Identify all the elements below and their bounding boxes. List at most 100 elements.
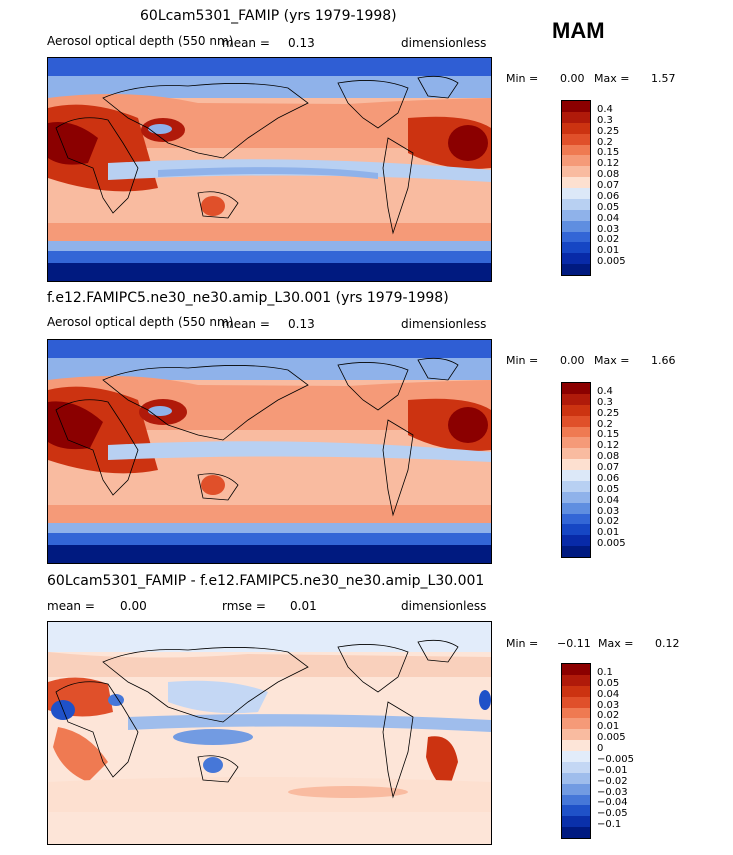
panel3-colorbar — [561, 663, 591, 839]
colorbar-level-label: −0.005 — [597, 753, 635, 765]
colorbar-level-label: 0.06 — [597, 472, 620, 484]
colorbar-level-label: 0.05 — [597, 483, 620, 495]
colorbar-level-label: 0.005 — [597, 732, 626, 744]
colorbar-swatch — [562, 264, 590, 275]
colorbar-swatch — [562, 513, 590, 525]
colorbar-swatch — [562, 491, 590, 503]
colorbar-swatch — [562, 242, 590, 254]
panel1-min-value: 0.00 — [560, 72, 585, 85]
colorbar-level-label: 0.005 — [597, 538, 626, 550]
colorbar-swatch — [562, 383, 590, 394]
colorbar-level-label: 0.2 — [597, 136, 613, 148]
colorbar-swatch — [562, 674, 590, 686]
colorbar-level-label: 0.3 — [597, 114, 613, 126]
colorbar-level-label: 0.07 — [597, 180, 620, 191]
colorbar-level-label: −0.02 — [597, 775, 628, 787]
colorbar-level-label: 0.04 — [597, 688, 620, 700]
colorbar-level-label: 0.1 — [597, 666, 613, 678]
p3-pos-anomaly — [426, 736, 458, 792]
p1-coastlines — [55, 75, 459, 235]
panel2-map — [47, 339, 492, 564]
colorbar-swatch — [562, 448, 590, 460]
colorbar-level-label: 0.02 — [597, 710, 620, 722]
colorbar-level-label: 0.08 — [597, 169, 620, 181]
colorbar-swatch — [562, 805, 590, 817]
colorbar-swatch — [562, 751, 590, 762]
panel3-rmse-value: 0.01 — [290, 599, 317, 613]
colorbar-swatch — [562, 480, 590, 492]
panel2-max-label: Max = — [594, 354, 630, 367]
panel2-mean-value: 0.13 — [288, 317, 315, 331]
colorbar-swatch — [562, 253, 590, 265]
panel3-mean-label: mean = — [47, 599, 95, 613]
colorbar-level-label: 0.03 — [597, 223, 620, 235]
colorbar-swatch — [562, 155, 590, 167]
panel2-title: f.e12.FAMIPC5.ne30_ne30.amip_L30.001 (yr… — [47, 290, 449, 306]
panel3-rmse-label: rmse = — [222, 599, 266, 613]
colorbar-level-label: −0.01 — [597, 764, 628, 776]
colorbar-level-label: 0.4 — [597, 103, 613, 115]
panel1-mean-label: mean = — [222, 36, 270, 50]
panel2-units: dimensionless — [401, 317, 487, 331]
colorbar-swatch — [562, 188, 590, 199]
panel1-mean-value: 0.13 — [288, 36, 315, 50]
panel3-max-value: 0.12 — [655, 637, 680, 650]
colorbar-level-label: 0.25 — [597, 125, 620, 137]
colorbar-swatch — [562, 111, 590, 123]
colorbar-level-label: 0.01 — [597, 721, 620, 733]
colorbar-swatch — [562, 209, 590, 221]
colorbar-swatch — [562, 101, 590, 112]
panel3-map-svg — [48, 622, 491, 844]
panel1-title: 60Lcam5301_FAMIP (yrs 1979-1998) — [140, 8, 397, 24]
colorbar-swatch — [562, 502, 590, 514]
colorbar-level-label: 0.08 — [597, 451, 620, 463]
panel1-min-label: Min = — [506, 72, 539, 85]
colorbar-swatch — [562, 783, 590, 795]
panel3-units: dimensionless — [401, 599, 487, 613]
colorbar-level-label: −0.04 — [597, 797, 628, 809]
colorbar-swatch — [562, 696, 590, 708]
colorbar-level-label: 0.15 — [597, 147, 620, 159]
panel2-mean-label: mean = — [222, 317, 270, 331]
p2-coastlines — [55, 357, 459, 517]
colorbar-swatch — [562, 761, 590, 773]
season-label: MAM — [552, 18, 605, 43]
colorbar-level-label: 0 — [597, 743, 604, 754]
panel1-max-value: 1.57 — [651, 72, 676, 85]
colorbar-level-label: 0.01 — [597, 245, 620, 257]
colorbar-level-label: 0.25 — [597, 407, 620, 419]
colorbar-level-label: 0.3 — [597, 396, 613, 408]
colorbar-swatch — [562, 198, 590, 210]
colorbar-swatch — [562, 772, 590, 784]
p3-coastlines — [55, 639, 459, 799]
colorbar-level-label: 0.03 — [597, 699, 620, 711]
panel2-max-value: 1.66 — [651, 354, 676, 367]
colorbar-swatch — [562, 231, 590, 243]
colorbar-swatch — [562, 816, 590, 828]
colorbar-level-label: 0.01 — [597, 527, 620, 539]
colorbar-level-label: 0.04 — [597, 212, 620, 224]
colorbar-swatch — [562, 729, 590, 741]
panel2-map-svg — [48, 340, 491, 563]
colorbar-swatch — [562, 166, 590, 178]
panel1-map-svg — [48, 58, 491, 281]
colorbar-swatch — [562, 685, 590, 697]
panel1-colorbar — [561, 100, 591, 276]
colorbar-swatch — [562, 404, 590, 416]
colorbar-swatch — [562, 664, 590, 675]
colorbar-swatch — [562, 415, 590, 427]
panel3-min-label: Min = — [506, 637, 539, 650]
colorbar-swatch — [562, 177, 590, 188]
panel1-map — [47, 57, 492, 282]
colorbar-level-label: 0.04 — [597, 494, 620, 506]
colorbar-level-label: 0.12 — [597, 158, 620, 170]
colorbar-level-label: −0.03 — [597, 786, 628, 798]
panel2-min-label: Min = — [506, 354, 539, 367]
colorbar-swatch — [562, 437, 590, 449]
colorbar-swatch — [562, 220, 590, 232]
colorbar-level-label: 0.12 — [597, 440, 620, 452]
colorbar-swatch — [562, 535, 590, 547]
colorbar-level-label: −0.05 — [597, 808, 628, 820]
colorbar-swatch — [562, 144, 590, 156]
colorbar-level-label: 0.4 — [597, 385, 613, 397]
